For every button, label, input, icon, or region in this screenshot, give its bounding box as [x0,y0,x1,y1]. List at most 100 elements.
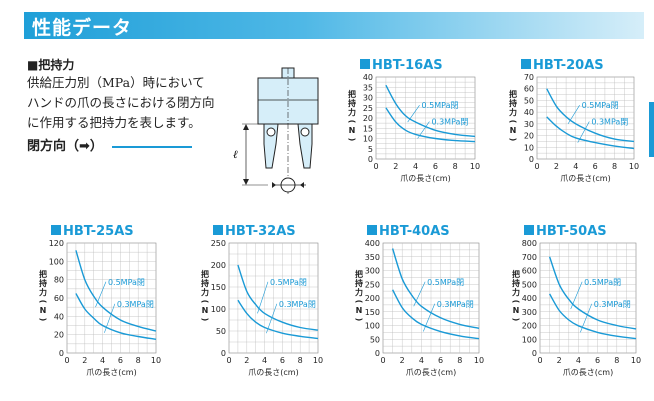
x-tick-label: 0 [373,162,378,171]
series-label: 0.5MPa閉 [422,101,459,110]
x-axis-label: 爪の長さ(cm) [86,368,136,377]
x-axis-label: 爪の長さ(cm) [248,368,298,377]
x-tick-label: 8 [453,162,458,171]
chart-title-text: HBT-20AS [533,58,604,73]
y-tick-label: 80 [54,276,64,285]
series-leader-line [257,281,269,314]
y-tick-label: 15 [363,124,373,133]
x-axis-label: 爪の長さ(cm) [406,368,456,377]
series-leader-line [104,303,116,333]
series-leader-line [580,303,593,333]
x-tick-label: 6 [118,356,123,365]
y-tick-label: 10 [524,143,534,152]
header-title: 性能データ [32,17,133,39]
series-leader-line [423,303,436,332]
x-tick-label: 0 [226,356,231,365]
y-tick-label: 150 [211,283,226,292]
y-tick-label: 25 [363,104,373,113]
x-tick-label: 10 [470,162,480,171]
series-line-05mpa [75,250,157,332]
y-tick-label: 50 [216,327,226,336]
chart-title-text: HBT-25AS [63,224,134,239]
x-tick-label: 4 [413,162,418,171]
chart-title: HBT-16AS [360,58,443,73]
x-tick-label: 0 [537,356,542,365]
x-axis-label: 爪の長さ(cm) [400,174,450,183]
chart-title: HBT-25AS [51,224,134,239]
y-tick-label: 400 [522,294,537,303]
x-tick-label: 4 [262,356,267,365]
title-square-marker [213,225,223,235]
x-tick-label: 2 [554,162,559,171]
series-label: 0.3MPa閉 [437,300,474,309]
y-tick-label: 100 [211,305,226,314]
x-tick-label: 2 [557,356,562,365]
series-leader-line [413,281,426,307]
series-leader-line [407,104,420,123]
x-tick-label: 10 [631,356,641,365]
y-tick-label: 350 [365,253,380,262]
y-tick-label: 5 [368,145,373,154]
series-label: 0.3MPa閉 [431,118,468,127]
y-tick-label: 250 [211,239,226,248]
x-axis-label: 爪の長さ(cm) [563,368,613,377]
y-tick-label: 800 [522,239,537,248]
title-square-marker [51,225,61,235]
series-label: 0.3MPa閉 [117,300,154,309]
series-leader-line [577,121,590,143]
y-axis-label: 把持力(N) [38,270,48,322]
x-tick-label: 8 [614,356,619,365]
y-tick-label: 60 [524,85,534,94]
x-tick-label: 4 [573,162,578,171]
chart-title: HBT-20AS [521,58,604,73]
y-tick-label: 250 [365,280,380,289]
y-tick-label: 100 [49,257,64,266]
x-tick-label: 4 [100,356,105,365]
series-label: 0.5MPa閉 [108,278,145,287]
y-tick-label: 200 [365,294,380,303]
y-tick-label: 70 [524,73,534,82]
y-tick-label: 0 [368,155,373,164]
y-tick-label: 100 [365,322,380,331]
direction-label: 閉方向（➡） [27,139,103,154]
series-line-05mpa [237,264,319,331]
x-tick-label: 6 [438,356,443,365]
series-line-03mpa [546,116,635,150]
y-tick-label: 150 [365,308,380,317]
title-square-marker [521,59,531,69]
y-tick-label: 20 [363,114,373,123]
series-line-05mpa [548,256,637,330]
y-axis-label: 把持力(N) [347,90,357,142]
x-tick-label: 0 [380,356,385,365]
page-edge-tab [649,102,654,157]
title-square-marker [367,225,377,235]
series-leader-line [266,303,278,334]
x-axis-label: 爪の長さ(cm) [560,174,610,183]
series-line-03mpa [548,293,637,340]
series-leader-line [95,281,107,308]
series-label: 0.3MPa閉 [591,118,628,127]
y-tick-label: 600 [522,267,537,276]
y-tick-label: 500 [522,280,537,289]
chart-title: HBT-32AS [213,224,296,239]
x-tick-label: 2 [82,356,87,365]
y-tick-label: 20 [54,331,64,340]
x-tick-label: 8 [136,356,141,365]
x-tick-label: 4 [576,356,581,365]
title-square-marker [524,225,534,235]
y-axis-label: 把持力(N) [508,90,518,142]
y-tick-label: 20 [524,132,534,141]
series-line-05mpa [385,84,476,138]
series-label: 0.5MPa閉 [582,101,619,110]
series-line-03mpa [385,107,476,143]
y-tick-label: 50 [370,335,380,344]
y-tick-label: 40 [363,73,373,82]
y-tick-label: 300 [522,308,537,317]
x-tick-label: 8 [457,356,462,365]
series-label: 0.5MPa閉 [584,278,621,287]
